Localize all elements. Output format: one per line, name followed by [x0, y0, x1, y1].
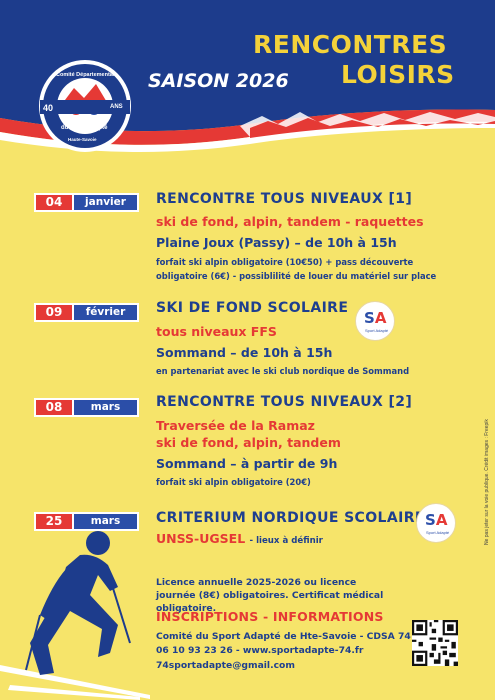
sa-logo-s: S — [364, 309, 375, 327]
sa-logo-a: A — [374, 309, 387, 327]
badge-bottom-text: du Sport Adapté — [61, 125, 108, 131]
event-3-month: mars — [72, 398, 139, 417]
event-1-place: Plaine Joux (Passy) – de 10h à 15h — [156, 235, 397, 250]
badge-number: 40 — [43, 103, 54, 113]
event-2-date: 09 février — [34, 303, 139, 322]
event-2-month: février — [72, 303, 139, 322]
header: RENCONTRES SAISON 2026 LOISIRS Comité Dé… — [0, 0, 495, 170]
event-2-day: 09 — [34, 303, 74, 322]
event-2-title: SKI DE FOND SCOLAIRE — [156, 300, 349, 316]
event-4-day: 25 — [34, 512, 74, 531]
title-loisirs: LOISIRS — [341, 60, 455, 89]
event-3-place: Sommand – à partir de 9h — [156, 456, 338, 471]
event-2-level: tous niveaux FFS — [156, 324, 277, 339]
sa-logo-2-sub: Sport Adapté — [426, 530, 450, 535]
event-3-day: 08 — [34, 398, 74, 417]
header-banner — [0, 0, 495, 152]
event-3-route: Traversée de la Ramaz — [156, 418, 315, 433]
sa-logo-sub: Sport Adapté — [365, 328, 389, 333]
badge-top-text: Comité Départemental — [56, 72, 115, 78]
event-4-title: CRITERIUM NORDIQUE SCOLAIRE — [156, 510, 425, 526]
sa-logo-2-text: SA — [425, 511, 447, 529]
event-4-location: - lieux à définir — [249, 536, 323, 546]
contact-line-1: Comité du Sport Adapté de Hte-Savoie - C… — [156, 631, 411, 642]
sa-logo-2-a: A — [435, 511, 448, 529]
sport-adapte-logo-2: SA Sport Adapté — [416, 503, 456, 543]
sa-logo-2-s: S — [425, 511, 436, 529]
event-4-orgs: UNSS-UGSEL - lieux à définir — [156, 531, 323, 546]
event-4-orgs-text: UNSS-UGSEL — [156, 531, 246, 546]
qr-code[interactable] — [412, 620, 458, 666]
event-3-activities: ski de fond, alpin, tandem — [156, 435, 341, 450]
event-1-activities: ski de fond, alpin, tandem - raquettes — [156, 214, 424, 229]
event-1-note-1: forfait ski alpin obligatoire (10€50) + … — [156, 257, 414, 267]
legal-side-text-label: Ne pas jeter sur la voie publique. Crédi… — [484, 419, 490, 545]
event-1-title: RENCONTRE TOUS NIVEAUX [1] — [156, 191, 413, 207]
legal-side-text: Ne pas jeter sur la voie publique. Crédi… — [474, 205, 490, 545]
inscriptions-heading: INSCRIPTIONS - INFORMATIONS — [156, 609, 384, 624]
skier-illustration — [0, 531, 150, 700]
event-3-date: 08 mars — [34, 398, 139, 417]
contact-email: 74sportadapte@gmail.com — [156, 660, 295, 671]
badge-footer-text: Haute-Savoie — [68, 137, 97, 142]
event-4-date: 25 mars — [34, 512, 139, 531]
title-rencontres: RENCONTRES — [253, 30, 448, 59]
event-4-month: mars — [72, 512, 139, 531]
event-1-date: 04 janvier — [34, 193, 139, 212]
event-2-place: Sommand – de 10h à 15h — [156, 345, 333, 360]
badge-ans: ANS — [110, 104, 123, 110]
event-1-day: 04 — [34, 193, 74, 212]
event-3-title: RENCONTRE TOUS NIVEAUX [2] — [156, 394, 413, 410]
licence-info: Licence annuelle 2025-2026 ou licence jo… — [156, 577, 384, 614]
sa-logo-text: SA — [364, 309, 386, 327]
event-1-month: janvier — [72, 193, 139, 212]
event-3-note: forfait ski alpin obligatoire (20€) — [156, 477, 311, 487]
sport-adapte-logo: SA Sport Adapté — [355, 301, 395, 341]
saison-label: SAISON 2026 — [148, 70, 289, 92]
event-2-note: en partenariat avec le ski club nordique… — [156, 366, 410, 376]
contact-line-2: 06 10 93 23 26 - www.sportadapte-74.fr — [156, 645, 364, 656]
event-1-note-2: obligatoire (6€) - possiblilité de louer… — [156, 271, 437, 281]
